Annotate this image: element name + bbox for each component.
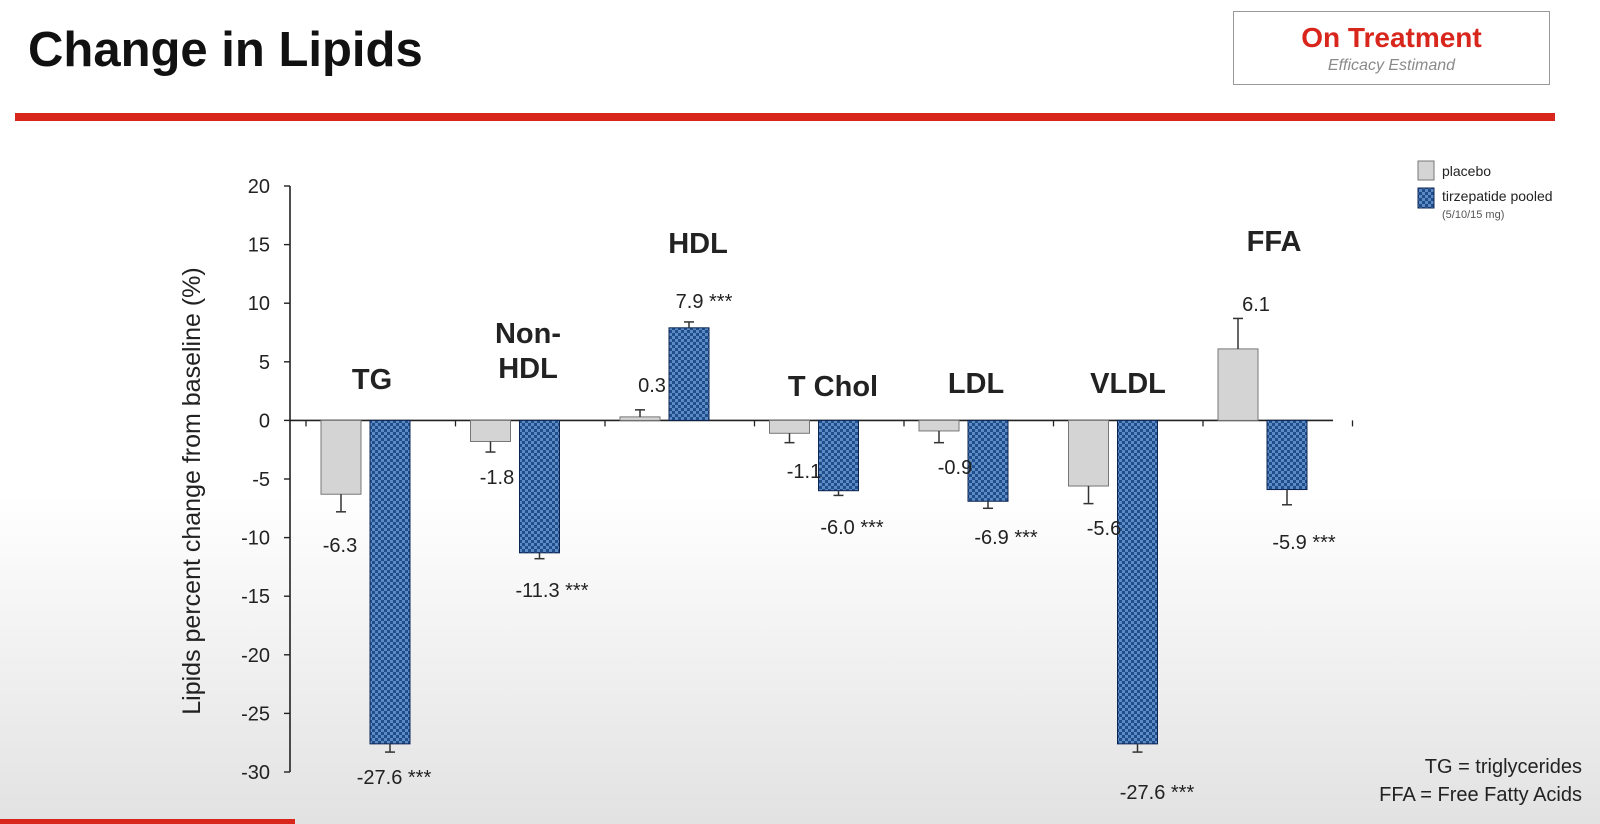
legend-sublabel-tirzepatide: (5/10/15 mg)	[1442, 209, 1504, 221]
axes: 20 15 10 5 0 -5 -10 -15 -20 -25 -30 Lipids percent …	[178, 176, 1354, 784]
category-label-line: HDL	[498, 353, 558, 385]
bar-placebo-tg	[320, 419, 362, 495]
y-tick-label: -20	[241, 645, 270, 667]
legend-label-tirzepatide: tirzepatide pooled	[1442, 188, 1553, 204]
bar-tirzepatide-non-hdl	[519, 419, 560, 554]
category-label-line: T Chol	[788, 371, 878, 403]
bar-tirzepatide-ldl	[967, 419, 1009, 502]
y-tick-label: -25	[241, 703, 270, 725]
category-label: HDL	[668, 228, 728, 260]
value-label-placebo: -1.1	[787, 461, 821, 483]
legend: placebo tirzepatide pooled (5/10/15 mg)	[1417, 160, 1553, 221]
category-label-line: LDL	[948, 368, 1004, 400]
bars	[320, 317, 1308, 753]
page-title: Change in Lipids	[28, 23, 423, 77]
category-label: T Chol	[788, 371, 878, 403]
y-tick-label: 5	[259, 352, 270, 374]
bar-placebo-t-chol	[769, 419, 810, 434]
value-label-placebo: 0.3	[638, 375, 666, 397]
value-label-placebo: -0.9	[938, 457, 972, 479]
y-tick-label: -10	[241, 528, 270, 550]
category-label: LDL	[948, 368, 1004, 400]
category-label-line: VLDL	[1090, 368, 1166, 400]
bar-placebo-vldl	[1068, 419, 1109, 487]
bar-tirzepatide-vldl	[1117, 419, 1158, 745]
value-label-tirzepatide: -27.6 ***	[357, 767, 432, 789]
category-label: FFA	[1247, 226, 1302, 258]
category-label-line: HDL	[668, 228, 728, 260]
y-axis-title: Lipids percent change from baseline (%)	[178, 267, 206, 714]
value-label-tirzepatide: -5.9 ***	[1272, 532, 1336, 554]
bar-tirzepatide-ffa	[1266, 419, 1308, 491]
value-label-tirzepatide: -11.3 ***	[515, 580, 588, 602]
legend-swatch-tirzepatide	[1417, 187, 1435, 209]
legend-label-placebo: placebo	[1442, 163, 1491, 179]
category-label-line: Non-	[495, 318, 561, 350]
badge-subtitle: Efficacy Estimand	[1327, 57, 1456, 74]
y-tick-label: -5	[252, 469, 270, 491]
bar-tirzepatide-tg	[369, 419, 411, 745]
value-label-placebo: -5.6	[1087, 518, 1121, 540]
category-label-line: FFA	[1247, 226, 1302, 258]
bar-placebo-hdl	[619, 416, 661, 421]
value-label-tirzepatide: -27.6 ***	[1120, 782, 1195, 804]
bar-placebo-ffa	[1217, 348, 1259, 421]
value-label-placebo: -6.3	[323, 535, 357, 557]
category-label: TG	[352, 364, 392, 396]
y-tick-label: -30	[241, 762, 270, 784]
category-label: Non-HDL	[495, 318, 561, 385]
footnote-ffa: FFA = Free Fatty Acids	[1379, 784, 1582, 806]
on-treatment-badge: On Treatment Efficacy Estimand	[1233, 11, 1550, 85]
bar-tirzepatide-t-chol	[818, 419, 859, 492]
value-label-tirzepatide: -6.9 ***	[974, 527, 1038, 549]
value-label-tirzepatide: 7.9 ***	[676, 291, 733, 313]
bar-tirzepatide-hdl	[668, 327, 710, 421]
legend-swatch-placebo	[1417, 160, 1435, 181]
bar-placebo-ldl	[918, 419, 960, 432]
footnote-tg: TG = triglycerides	[1424, 756, 1582, 778]
title-divider	[15, 113, 1555, 121]
value-label-tirzepatide: -6.0 ***	[820, 517, 884, 539]
category-label: VLDL	[1090, 368, 1166, 400]
y-tick-label: 20	[248, 176, 270, 198]
value-label-placebo: 6.1	[1242, 294, 1270, 316]
badge-title: On Treatment	[1301, 22, 1482, 53]
category-label-line: TG	[352, 364, 392, 396]
video-progress-bar[interactable]	[0, 819, 295, 824]
y-tick-label: -15	[241, 586, 270, 608]
value-label-placebo: -1.8	[480, 467, 514, 489]
y-tick-label: 10	[248, 293, 270, 315]
y-tick-label: 0	[259, 410, 270, 432]
bar-placebo-non-hdl	[470, 419, 511, 442]
y-tick-label: 15	[248, 235, 270, 257]
